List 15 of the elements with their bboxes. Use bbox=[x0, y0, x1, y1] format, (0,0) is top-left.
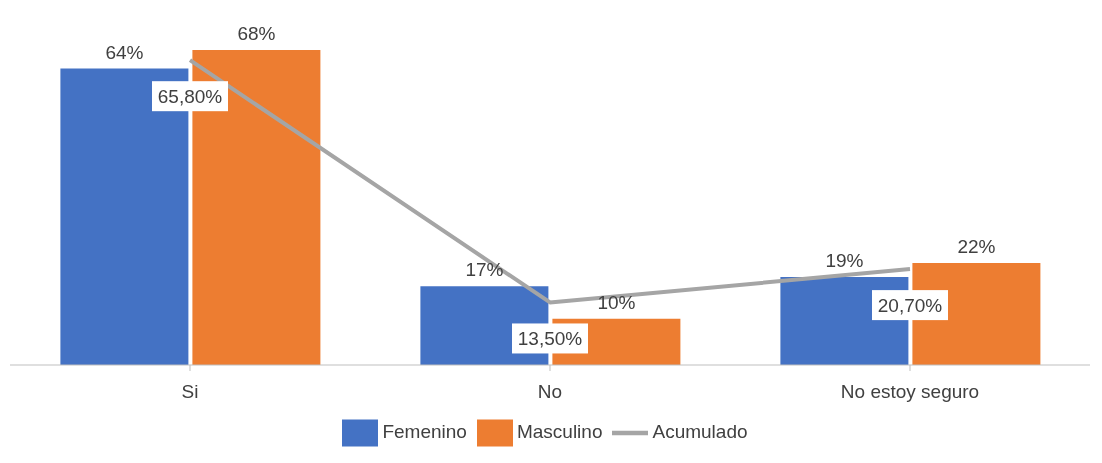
data-label: 10% bbox=[597, 291, 636, 313]
data-label: 20,70% bbox=[877, 295, 943, 317]
legend-label: Masculino bbox=[516, 421, 603, 443]
legend-label: Acumulado bbox=[652, 421, 748, 443]
data-label: 13,50% bbox=[517, 328, 583, 350]
x-tick-label: No bbox=[537, 381, 563, 403]
data-label: 19% bbox=[825, 249, 864, 271]
data-label: 22% bbox=[957, 236, 996, 258]
data-label: 17% bbox=[465, 259, 504, 281]
data-label: 64% bbox=[105, 41, 144, 63]
data-label: 65,80% bbox=[157, 86, 223, 108]
legend-label: Femenino bbox=[382, 421, 467, 443]
x-tick-label: No estoy seguro bbox=[840, 381, 980, 403]
data-label: 68% bbox=[237, 23, 276, 44]
x-tick-label: Si bbox=[181, 381, 199, 403]
